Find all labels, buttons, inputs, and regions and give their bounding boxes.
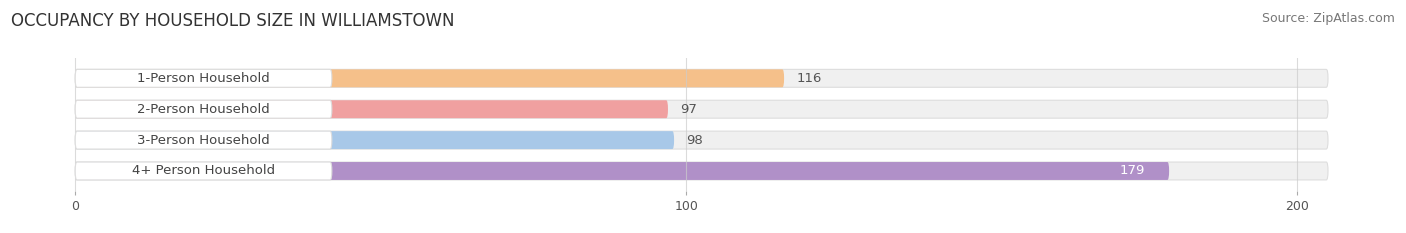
- Text: OCCUPANCY BY HOUSEHOLD SIZE IN WILLIAMSTOWN: OCCUPANCY BY HOUSEHOLD SIZE IN WILLIAMST…: [11, 12, 454, 30]
- Text: 1-Person Household: 1-Person Household: [138, 72, 270, 85]
- FancyBboxPatch shape: [75, 162, 1329, 180]
- FancyBboxPatch shape: [75, 100, 668, 118]
- FancyBboxPatch shape: [75, 69, 332, 87]
- FancyBboxPatch shape: [75, 69, 785, 87]
- Text: 179: 179: [1119, 164, 1144, 178]
- Text: 97: 97: [681, 103, 697, 116]
- FancyBboxPatch shape: [75, 69, 1329, 87]
- Text: 98: 98: [686, 134, 703, 147]
- FancyBboxPatch shape: [75, 162, 1170, 180]
- FancyBboxPatch shape: [75, 100, 1329, 118]
- Text: 2-Person Household: 2-Person Household: [138, 103, 270, 116]
- FancyBboxPatch shape: [75, 162, 332, 180]
- FancyBboxPatch shape: [75, 100, 332, 118]
- Text: 116: 116: [796, 72, 821, 85]
- Text: 3-Person Household: 3-Person Household: [138, 134, 270, 147]
- FancyBboxPatch shape: [75, 131, 332, 149]
- FancyBboxPatch shape: [75, 131, 1329, 149]
- Text: 4+ Person Household: 4+ Person Household: [132, 164, 276, 178]
- FancyBboxPatch shape: [75, 131, 673, 149]
- Text: Source: ZipAtlas.com: Source: ZipAtlas.com: [1261, 12, 1395, 25]
